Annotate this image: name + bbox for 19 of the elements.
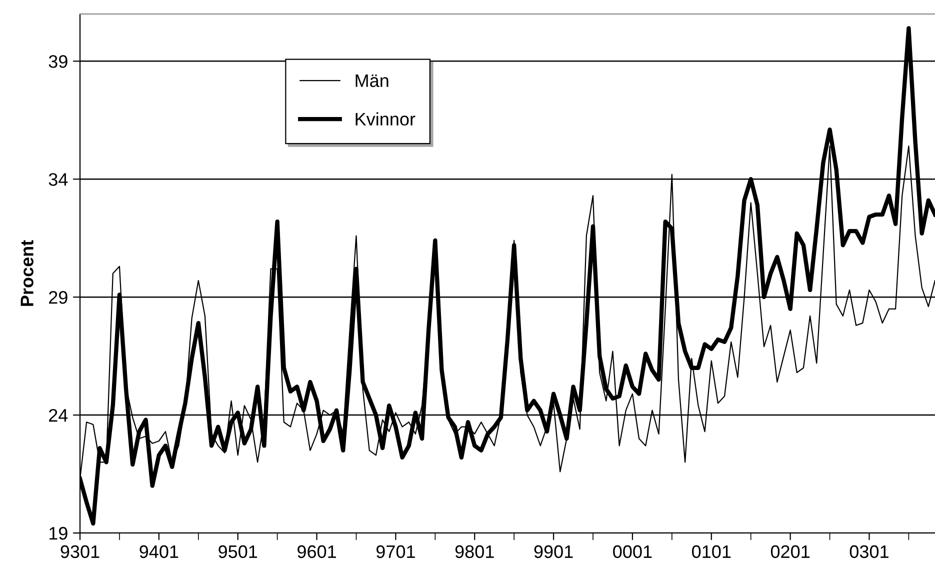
- x-tick-label: 0201: [770, 545, 810, 558]
- legend-label: Kvinnor: [356, 112, 416, 126]
- x-tick-label: 0301: [850, 545, 888, 558]
- x-tick-label: 9701: [376, 545, 415, 558]
- x-tick-label: 0101: [692, 545, 731, 558]
- x-tick-label: 9901: [534, 545, 573, 558]
- y-tick-label: 19: [49, 526, 68, 540]
- x-tick-label: 0001: [613, 545, 652, 558]
- y-tick-label: 34: [48, 173, 68, 186]
- x-tick-label: 9401: [140, 545, 178, 558]
- y-tick-label: 39: [48, 55, 68, 68]
- x-tick-label: 9501: [218, 545, 258, 558]
- x-tick-label: 9301: [60, 545, 100, 558]
- legend-label: Män: [356, 74, 388, 88]
- x-tick-label: 9601: [298, 545, 336, 558]
- y-tick-label: 29: [49, 291, 68, 304]
- x-tick-label: 9801: [455, 545, 494, 558]
- y-axis-title: Procent: [20, 240, 34, 306]
- y-tick-label: 24: [49, 408, 68, 422]
